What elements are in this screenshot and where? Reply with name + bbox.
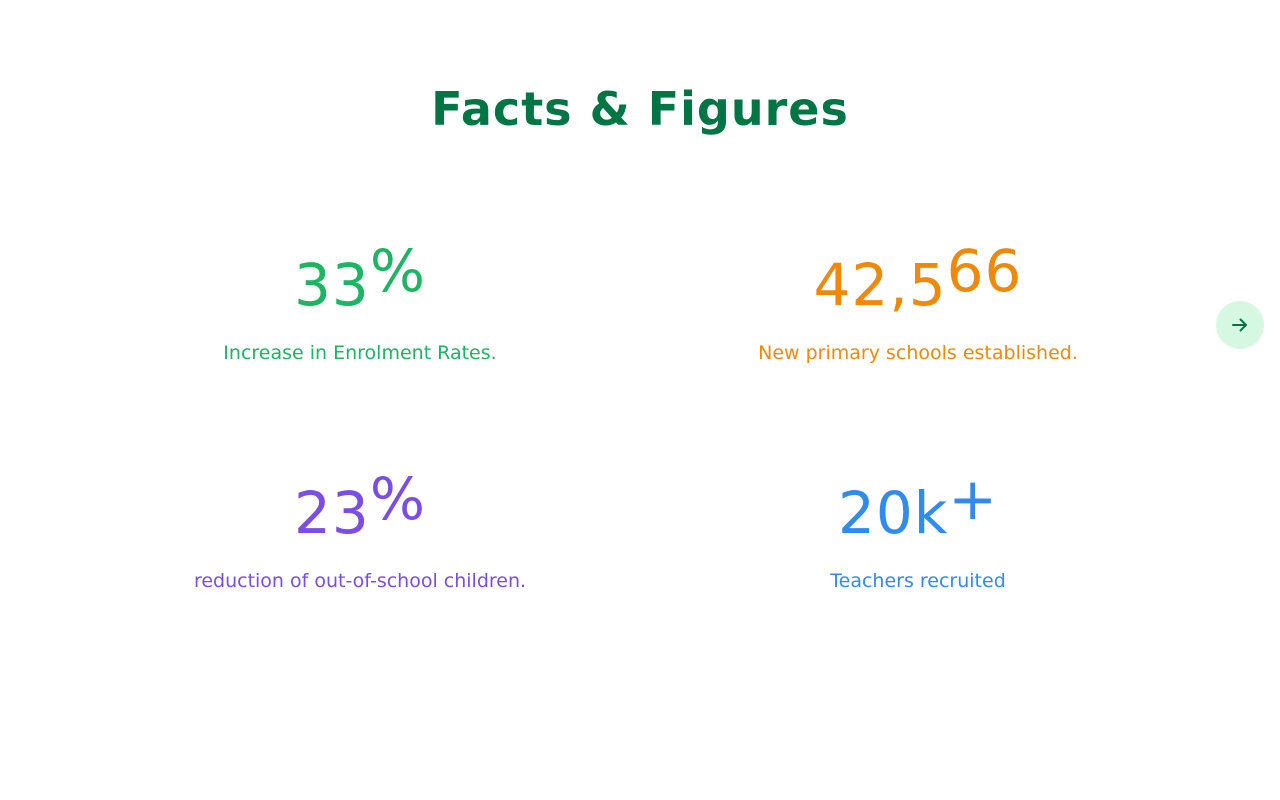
arrow-right-icon-path bbox=[1232, 318, 1247, 332]
stat-card-schools: 42,566 New primary schools established. bbox=[658, 238, 1178, 364]
stat-card-enrolment: 33% Increase in Enrolment Rates. bbox=[100, 238, 620, 364]
stat-value-main: 20k bbox=[838, 479, 949, 547]
stat-card-teachers: 20k+ Teachers recruited bbox=[658, 466, 1178, 592]
stat-value: 33% bbox=[100, 238, 620, 322]
stat-value: 20k+ bbox=[658, 466, 1178, 550]
arrow-right-icon bbox=[1232, 318, 1247, 332]
stat-value-main: 33 bbox=[294, 251, 370, 319]
stat-value-main: 42,5 bbox=[813, 251, 947, 319]
stat-label: Increase in Enrolment Rates. bbox=[223, 342, 497, 364]
section-title: Facts & Figures bbox=[431, 82, 849, 136]
stat-value-main: 23 bbox=[294, 479, 370, 547]
stat-value: 23% bbox=[100, 466, 620, 550]
stat-label: Teachers recruited bbox=[830, 570, 1006, 592]
stat-value: 42,566 bbox=[658, 238, 1178, 322]
carousel-next-button[interactable] bbox=[1216, 301, 1264, 349]
stat-card-out-of-school: 23% reduction of out-of-school children. bbox=[100, 466, 620, 592]
stat-value-suffix: % bbox=[369, 465, 426, 533]
stat-label: reduction of out-of-school children. bbox=[193, 570, 527, 592]
stat-value-suffix: % bbox=[369, 237, 426, 305]
stat-label: New primary schools established. bbox=[758, 342, 1078, 364]
stat-value-suffix: + bbox=[948, 465, 998, 533]
stat-value-suffix: 66 bbox=[946, 237, 1023, 305]
